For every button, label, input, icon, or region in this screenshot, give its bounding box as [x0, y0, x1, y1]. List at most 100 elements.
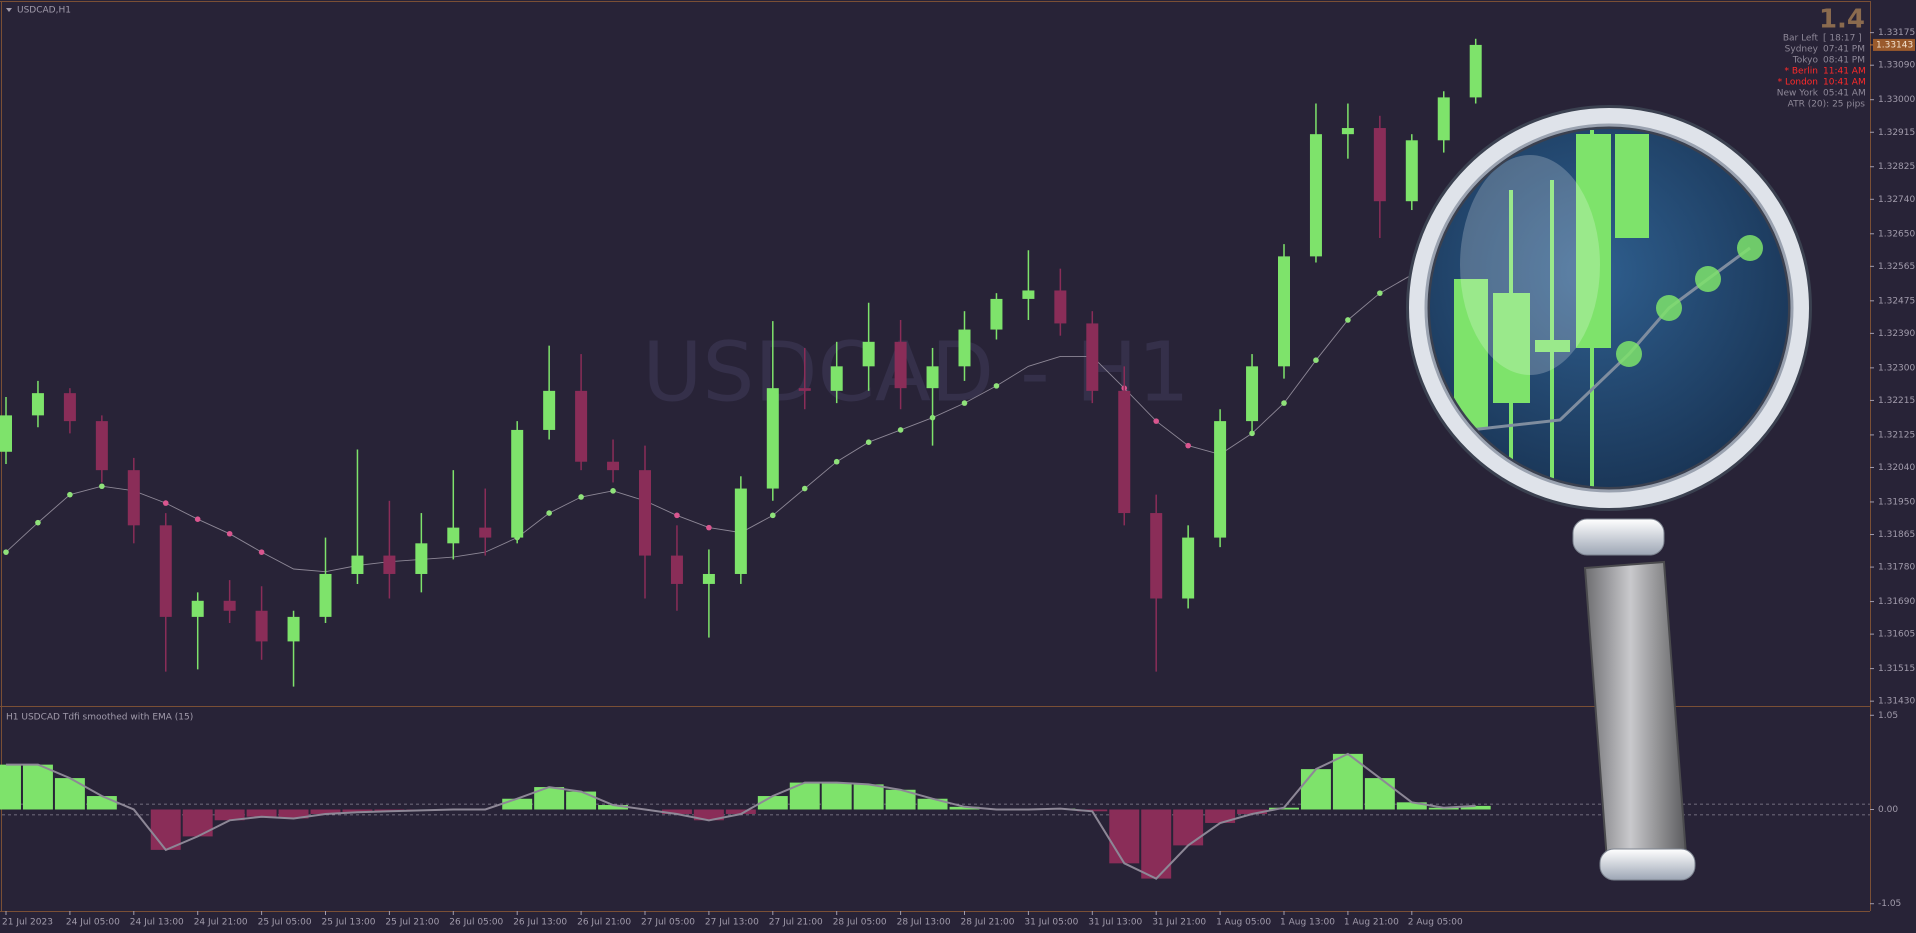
candle-body: [958, 329, 971, 367]
y-tick-label: 1.32825: [1878, 162, 1915, 172]
ma-dot: [1281, 400, 1287, 406]
histogram-bar: [598, 805, 629, 810]
ma-dot: [578, 494, 584, 500]
magnifier-handle: [1583, 560, 1688, 863]
histogram-bar: [1300, 769, 1331, 810]
info-label: Bar Left: [1783, 34, 1819, 44]
candle-body: [255, 610, 268, 642]
ma-dot: [546, 510, 552, 516]
histogram-bar: [853, 784, 884, 810]
histogram-bar: [1460, 805, 1491, 810]
ma-dot: [897, 427, 904, 433]
y-tick-label: 1.32300: [1878, 363, 1915, 373]
x-tick-label: 24 Jul 13:00: [130, 918, 184, 928]
info-row: ATR (20): 25 pips: [1788, 100, 1866, 110]
candle-body: [1278, 256, 1290, 367]
candle-body: [1150, 513, 1163, 599]
y-tick-label: 1.31865: [1878, 530, 1915, 540]
ma-dot: [706, 524, 712, 531]
histogram-bar: [534, 787, 565, 810]
x-tick-label: 28 Jul 05:00: [833, 918, 887, 928]
info-value: 10:41 AM: [1823, 78, 1866, 88]
x-tick-label: 1 Aug 21:00: [1344, 918, 1399, 928]
x-tick-label: 26 Jul 13:00: [513, 918, 567, 928]
x-tick-label: 27 Jul 13:00: [705, 918, 759, 928]
x-tick-label: 26 Jul 21:00: [577, 918, 631, 928]
info-label: * Berlin: [1785, 67, 1818, 77]
histogram-bar: [1205, 809, 1236, 823]
histogram-bar: [693, 809, 724, 821]
ma-dot: [67, 491, 73, 498]
candle-body: [1118, 390, 1131, 514]
ma-dot: [1345, 317, 1351, 323]
candle-body: [191, 600, 204, 617]
x-tick-label: 31 Jul 21:00: [1152, 918, 1206, 928]
candle-body: [639, 470, 651, 556]
x-tick-label: 21 Jul 2023: [2, 918, 53, 928]
histogram-bar: [725, 809, 756, 814]
histogram-bar: [1109, 809, 1140, 864]
candle-body: [63, 393, 76, 422]
candle-body: [95, 421, 108, 471]
ma-dot: [35, 519, 41, 526]
candle-body: [830, 366, 843, 391]
menu-arrow[interactable]: [6, 8, 12, 12]
candle-body: [319, 573, 332, 617]
ma-dot: [674, 512, 680, 519]
watermark: USDCAD - H1: [642, 325, 1189, 420]
info-value: 05:41 AM: [1823, 89, 1866, 99]
ma-dot: [610, 488, 616, 494]
candle-body: [1437, 97, 1450, 141]
histogram-bar: [1173, 809, 1204, 846]
current-price: 1.33143: [1876, 40, 1913, 50]
histogram-bar: [54, 778, 85, 810]
histogram-bar: [1396, 802, 1427, 810]
x-tick-label: 26 Jul 05:00: [449, 918, 503, 928]
info-headline: 1.4: [1819, 5, 1865, 35]
ma-dot: [865, 439, 872, 445]
candle-body: [0, 415, 12, 452]
chart-title: USDCAD,H1: [17, 6, 71, 16]
y-tick-label: 1.32475: [1878, 296, 1915, 306]
histogram-bar: [1364, 778, 1395, 810]
x-tick-label: 28 Jul 13:00: [897, 918, 951, 928]
histogram-bar: [566, 791, 597, 810]
candle-body: [894, 341, 907, 389]
histogram-bar: [1237, 809, 1268, 814]
histogram-bar: [22, 764, 53, 810]
ma-dot: [226, 530, 233, 537]
ma-dot: [1313, 357, 1319, 364]
y-tick-label: 1.33175: [1878, 28, 1915, 38]
x-tick-label: 31 Jul 13:00: [1088, 918, 1142, 928]
x-tick-label: 24 Jul 05:00: [66, 918, 120, 928]
magnifier-collar: [1572, 518, 1665, 556]
y-tick-label: 1.32915: [1878, 128, 1915, 138]
histogram-bar: [502, 798, 533, 810]
candle-body: [1469, 44, 1482, 98]
lens-content: [1454, 130, 1763, 489]
candle-body: [383, 555, 396, 574]
y-tick-label: 1.31950: [1878, 497, 1915, 507]
lens-rim: [1409, 108, 1809, 508]
candle-body: [670, 555, 683, 584]
x-tick-label: 25 Jul 05:00: [258, 918, 312, 928]
candle-body: [1309, 134, 1322, 257]
y-tick-label: 1.31515: [1878, 664, 1915, 674]
info-label: * London: [1778, 78, 1818, 88]
x-tick-label: 2 Aug 05:00: [1408, 918, 1463, 928]
histogram-bar: [310, 809, 341, 814]
ma-dot: [1377, 290, 1383, 296]
candle-body: [798, 388, 811, 391]
candle-body: [766, 388, 779, 489]
y-tick-label: 1.33000: [1878, 95, 1915, 105]
candle-body: [511, 429, 524, 538]
histogram-bar: [86, 796, 117, 810]
histogram-bar: [1332, 753, 1363, 810]
y-tick-label: -1.05: [1878, 899, 1901, 909]
candle-body: [607, 461, 620, 471]
price-box: [1873, 38, 1915, 51]
histogram-bar: [821, 782, 852, 810]
y-tick-label: 1.31605: [1878, 630, 1915, 640]
